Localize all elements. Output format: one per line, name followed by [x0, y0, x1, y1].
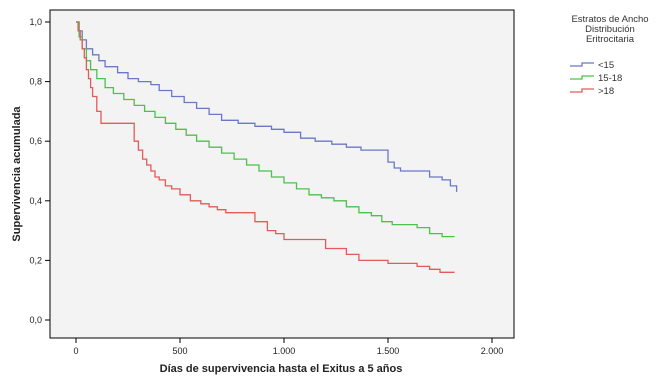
x-axis: 0 500 1.000 1.500 2.000 — [73, 338, 503, 356]
series-line-3 — [76, 21, 455, 273]
legend-title-line-2: Distribución — [585, 24, 635, 35]
x-tick-label: 500 — [172, 346, 187, 356]
y-axis-title: Supervivencia acumulada — [11, 106, 23, 242]
y-axis: 0,0 0,2 0,4 0,6 0,8 1,0 — [29, 17, 50, 325]
plot-area — [49, 9, 515, 339]
x-tick-label: 1.500 — [377, 346, 400, 356]
y-tick-label: 0,8 — [29, 77, 42, 87]
legend-title-line-1: Estratos de Ancho — [571, 14, 648, 25]
y-tick-label: 0,2 — [29, 255, 42, 265]
legend-swatch — [570, 62, 594, 67]
legend: Estratos de Ancho Distribución Eritrocit… — [570, 14, 649, 97]
legend-label: <15 — [598, 60, 614, 71]
series-layer — [76, 21, 458, 273]
x-tick-label: 0 — [73, 346, 78, 356]
legend-swatch — [570, 88, 594, 93]
series-line-2 — [76, 21, 455, 238]
legend-label: 15-18 — [598, 73, 622, 84]
legend-label: >18 — [598, 86, 614, 97]
legend-swatch — [570, 75, 594, 80]
x-tick-label: 1.000 — [273, 346, 296, 356]
y-tick-label: 0,6 — [29, 136, 42, 146]
y-tick-label: 1,0 — [29, 17, 42, 27]
y-tick-label: 0,4 — [29, 196, 42, 206]
x-tick-label: 2.000 — [481, 346, 504, 356]
series-line-1 — [76, 21, 458, 192]
legend-entries: <15 15-18 >18 — [570, 60, 622, 97]
x-axis-title: Días de supervivencia hasta el Exitus a … — [160, 363, 403, 375]
legend-title-line-3: Eritrocitaria — [586, 34, 635, 45]
y-tick-label: 0,0 — [29, 315, 42, 325]
